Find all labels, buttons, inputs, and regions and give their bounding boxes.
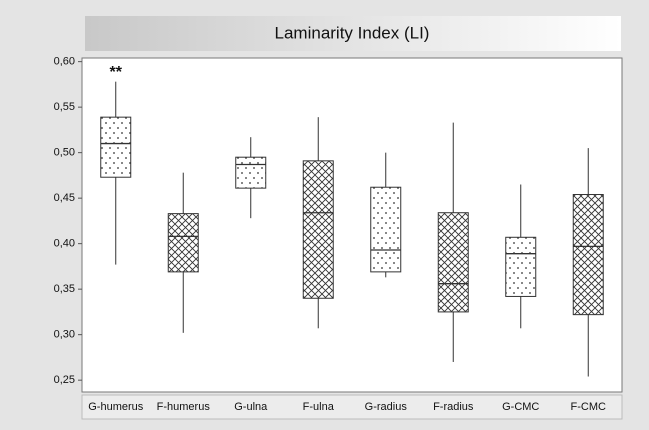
x-tick-label: F-radius: [433, 401, 474, 413]
y-tick-label: 0,40: [54, 238, 75, 250]
box: [505, 236, 537, 297]
y-tick-label: 0,35: [54, 283, 75, 295]
box: [167, 213, 199, 273]
x-tick-label: G-humerus: [88, 401, 144, 413]
box: [370, 186, 402, 273]
y-tick-label: 0,60: [54, 56, 75, 68]
x-tick-label: F-ulna: [303, 401, 335, 413]
x-tick-label: G-ulna: [234, 401, 268, 413]
chart-title: Laminarity Index (LI): [275, 23, 430, 42]
box: [302, 160, 334, 299]
y-tick-label: 0,55: [54, 101, 75, 113]
box: [235, 156, 267, 189]
y-tick-label: 0,25: [54, 374, 75, 386]
x-label-band: [81, 394, 623, 420]
annotation: **: [110, 64, 123, 81]
plot-area: [81, 57, 623, 393]
y-tick-label: 0,45: [54, 192, 75, 204]
box: [572, 194, 604, 316]
x-tick-label: G-radius: [365, 401, 408, 413]
y-tick-label: 0,50: [54, 147, 75, 159]
title-banner: [85, 16, 621, 51]
x-tick-label: G-CMC: [502, 401, 539, 413]
x-tick-label: F-CMC: [571, 401, 606, 413]
y-tick-label: 0,30: [54, 329, 75, 341]
box: [100, 116, 132, 178]
x-tick-label: F-humerus: [157, 401, 211, 413]
box: [437, 212, 469, 313]
